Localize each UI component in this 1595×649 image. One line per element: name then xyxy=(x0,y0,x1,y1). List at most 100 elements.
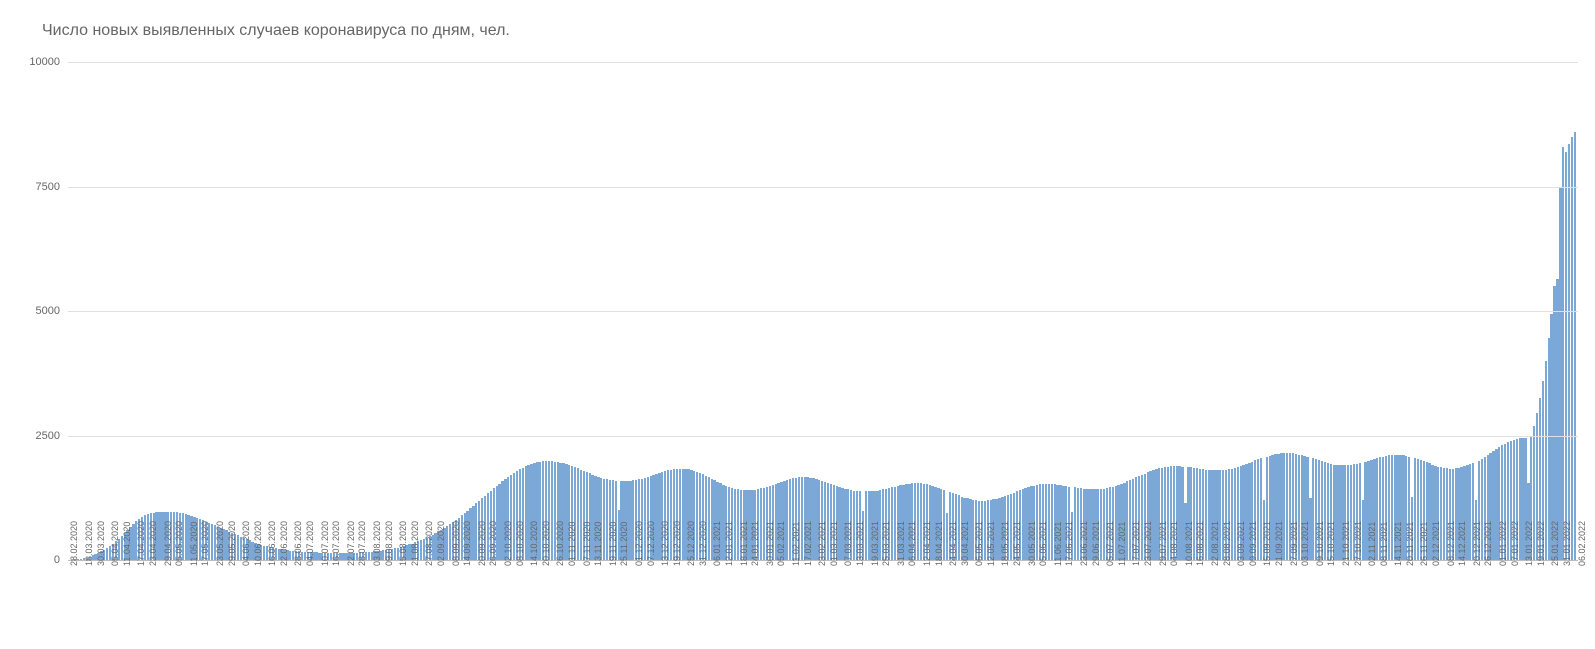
x-axis-tick: 26.09.2020 xyxy=(488,521,498,566)
x-axis-tick: 18.05.2021 xyxy=(1000,521,1010,566)
x-axis-tick: 02.12.2021 xyxy=(1431,521,1441,566)
x-axis-tick: 14.12.2021 xyxy=(1457,521,1467,566)
x-axis-tick: 14.11.2021 xyxy=(1393,522,1403,566)
x-axis-tick: 17.04.2020 xyxy=(136,521,146,566)
x-axis-tick: 03.10.2021 xyxy=(1300,521,1310,566)
x-axis-tick: 23.05.2020 xyxy=(215,521,225,566)
x-axis-tick: 23.07.2021 xyxy=(1143,521,1153,566)
x-axis-tick: 09.09.2021 xyxy=(1248,521,1258,566)
gridline xyxy=(68,311,1578,312)
x-axis-tick: 10.07.2020 xyxy=(320,521,330,566)
x-axis-tick: 29.06.2021 xyxy=(1091,521,1101,566)
x-axis-tick: 17.02.2021 xyxy=(803,521,813,566)
covid-daily-cases-chart: Число новых выявленных случаев коронавир… xyxy=(0,0,1595,649)
y-axis-tick: 7500 xyxy=(20,181,60,193)
x-axis-tick: 16.07.2020 xyxy=(331,521,341,566)
x-axis-tick: 21.09.2021 xyxy=(1274,521,1284,566)
x-axis-tick: 05.04.2020 xyxy=(110,521,120,566)
x-axis-tick: 04.08.2021 xyxy=(1169,521,1179,566)
x-axis-tick: 01.01.2022 xyxy=(1498,521,1508,566)
bar xyxy=(1574,132,1576,560)
x-axis-tick: 22.07.2020 xyxy=(346,521,356,566)
x-axis-tick: 30.01.2021 xyxy=(765,521,775,566)
x-axis-tick: 28.08.2021 xyxy=(1222,521,1232,566)
x-axis-tick: 04.06.2020 xyxy=(241,521,251,566)
x-axis-tick: 11.04.2020 xyxy=(122,522,132,566)
x-axis-tick: 13.11.2020 xyxy=(593,522,603,566)
x-axis-tick: 17.06.2021 xyxy=(1064,521,1074,566)
x-axis-tick: 02.10.2020 xyxy=(503,521,513,566)
x-axis-tick: 11.02.2021 xyxy=(791,522,801,566)
x-axis-tick: 09.08.2020 xyxy=(384,521,394,566)
x-axis-tick: 01.03.2021 xyxy=(829,521,839,566)
x-axis-tick: 06.01.2021 xyxy=(712,521,722,566)
x-axis-tick: 12.01.2021 xyxy=(724,521,734,566)
x-axis-tick: 23.04.2020 xyxy=(148,521,158,566)
x-axis-tick: 20.11.2021 xyxy=(1405,522,1415,566)
y-axis-tick: 10000 xyxy=(20,56,60,68)
x-axis-tick: 11.07.2021 xyxy=(1117,522,1127,566)
x-axis-tick: 28.07.2020 xyxy=(357,521,367,566)
x-axis-tick: 16.06.2020 xyxy=(267,521,277,566)
x-axis-tick: 27.09.2021 xyxy=(1289,521,1299,566)
x-axis-tick: 10.08.2021 xyxy=(1184,521,1194,566)
x-axis-tick: 19.12.2020 xyxy=(672,521,682,566)
x-axis-tick: 31.01.2022 xyxy=(1562,521,1572,566)
x-axis-tick: 05.05.2020 xyxy=(174,521,184,566)
x-axis-tick: 13.03.2021 xyxy=(855,521,865,566)
x-axis-tick: 15.08.2020 xyxy=(398,521,408,566)
x-axis-tick: 25.11.2020 xyxy=(619,522,629,566)
x-axis-tick: 14.10.2020 xyxy=(529,521,539,566)
x-axis-tick: 13.12.2020 xyxy=(660,521,670,566)
x-axis-tick: 02.11.2021 xyxy=(1367,522,1377,566)
x-axis-tick: 08.10.2020 xyxy=(515,521,525,566)
x-axis-tick: 29.04.2020 xyxy=(163,521,173,566)
x-axis-tick: 31.03.2021 xyxy=(896,521,906,566)
x-axis-tick: 18.03.2020 xyxy=(84,521,94,566)
x-axis-tick: 23.06.2021 xyxy=(1079,521,1089,566)
x-axis-tick: 21.10.2021 xyxy=(1341,521,1351,566)
x-axis-tick: 15.09.2021 xyxy=(1262,521,1272,566)
x-axis-tick: 08.12.2021 xyxy=(1446,521,1456,566)
x-axis-tick: 12.04.2021 xyxy=(922,521,932,566)
gridline xyxy=(68,62,1578,63)
x-axis-tick: 19.11.2020 xyxy=(608,522,618,566)
x-axis-tick: 12.05.2021 xyxy=(986,521,996,566)
x-axis-tick: 18.04.2021 xyxy=(934,521,944,566)
y-axis-tick: 5000 xyxy=(20,305,60,317)
x-axis-tick: 10.06.2020 xyxy=(253,521,263,566)
x-axis-tick: 14.09.2020 xyxy=(462,521,472,566)
gridline xyxy=(68,187,1578,188)
x-axis-tick: 20.12.2021 xyxy=(1472,521,1482,566)
x-axis-tick: 15.10.2021 xyxy=(1326,521,1336,566)
x-axis-tick: 05.06.2021 xyxy=(1038,521,1048,566)
x-axis-tick: 26.11.2021 xyxy=(1419,522,1429,566)
x-axis-tick: 20.10.2020 xyxy=(541,521,551,566)
y-axis-tick: 2500 xyxy=(20,430,60,442)
x-axis-tick: 27.10.2021 xyxy=(1353,521,1363,566)
x-axis-tick: 03.08.2020 xyxy=(372,521,382,566)
x-axis-tick: 17.07.2021 xyxy=(1131,521,1141,566)
x-axis-tick: 23.02.2021 xyxy=(817,521,827,566)
x-axis-tick: 26.10.2020 xyxy=(555,521,565,566)
chart-title: Число новых выявленных случаев коронавир… xyxy=(42,22,510,40)
x-axis-tick: 19.01.2022 xyxy=(1536,521,1546,566)
x-axis-tick: 06.05.2021 xyxy=(974,521,984,566)
x-axis-tick: 29.05.2020 xyxy=(227,521,237,566)
x-axis-tick: 17.05.2020 xyxy=(200,521,210,566)
x-axis-tick: 22.06.2020 xyxy=(279,521,289,566)
x-axis-tick: 16.08.2021 xyxy=(1195,521,1205,566)
x-axis-tick: 13.01.2022 xyxy=(1524,521,1534,566)
x-axis-tick: 05.02.2021 xyxy=(776,521,786,566)
x-axis-tick: 07.01.2022 xyxy=(1510,521,1520,566)
x-axis-tick: 25.01.2022 xyxy=(1550,521,1560,566)
x-axis-tick: 19.03.2021 xyxy=(870,521,880,566)
x-axis-tick: 21.08.2020 xyxy=(410,521,420,566)
x-axis-tick: 30.05.2021 xyxy=(1027,521,1037,566)
x-axis-tick: 02.09.2020 xyxy=(436,521,446,566)
x-axis-tick: 01.11.2020 xyxy=(567,522,577,566)
x-axis-tick: 06.04.2021 xyxy=(907,521,917,566)
x-axis-tick: 04.07.2020 xyxy=(305,521,315,566)
x-axis-tick: 24.04.2021 xyxy=(948,521,958,566)
gridline xyxy=(68,436,1578,437)
